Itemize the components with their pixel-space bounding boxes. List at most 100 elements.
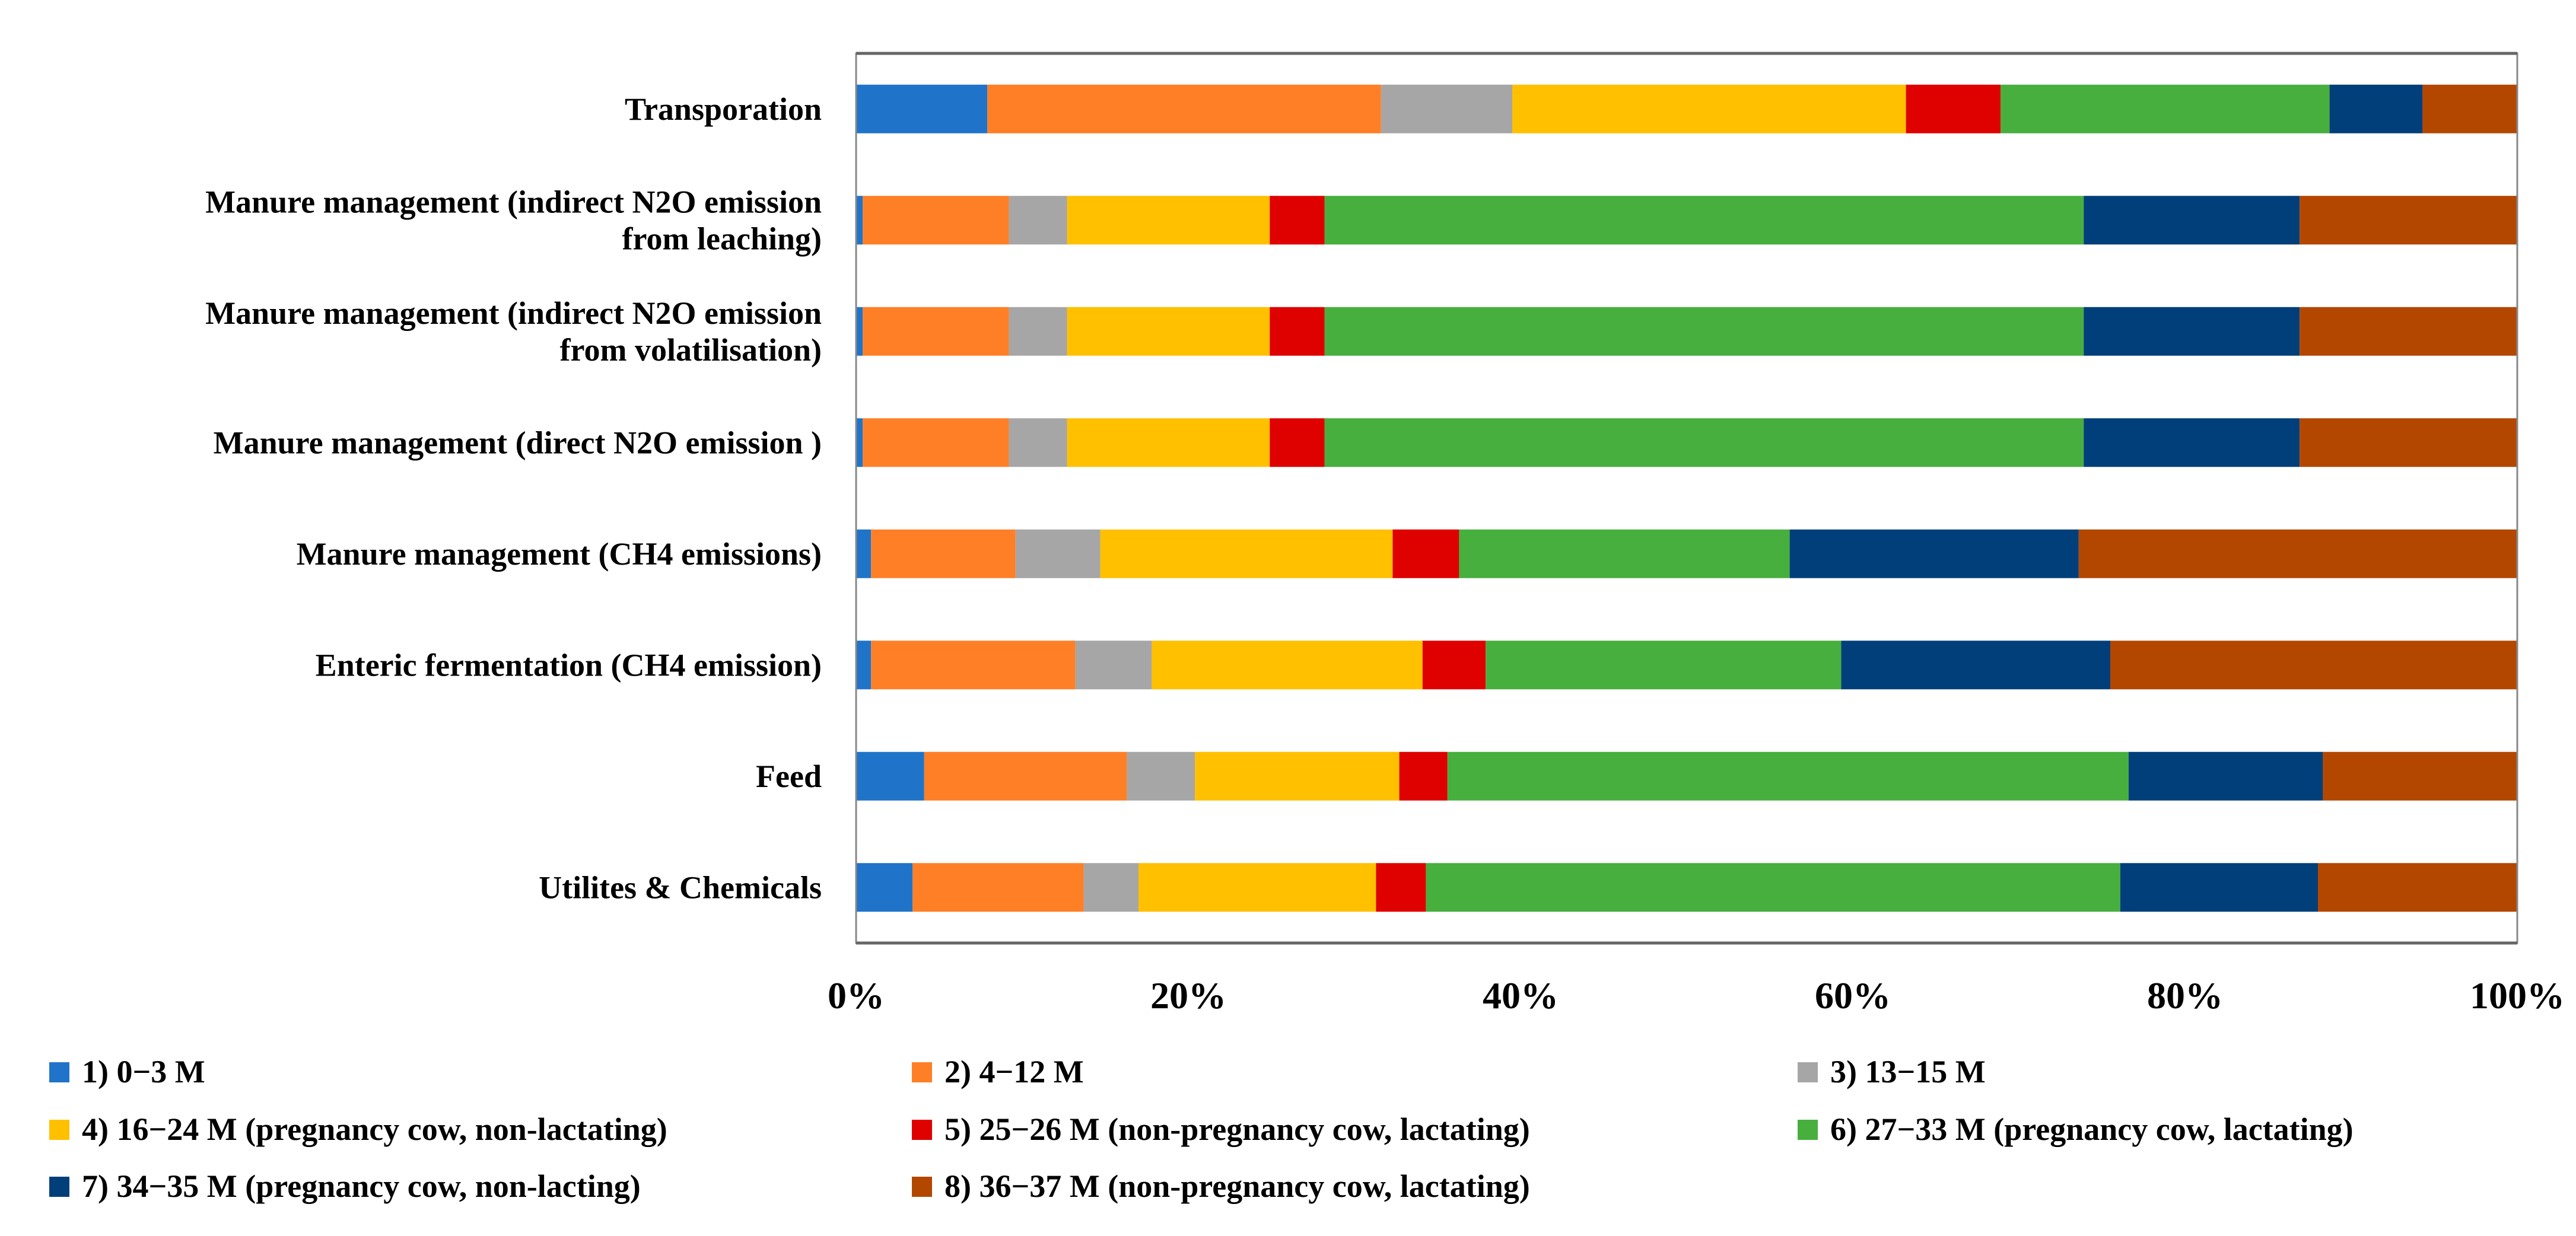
category-label: Enteric fermentation (CH4 emission) — [316, 647, 822, 683]
legend-swatch — [1798, 1120, 1818, 1140]
bar-segment — [2078, 529, 2517, 578]
bar-segment — [1009, 418, 1067, 467]
category-label: Manure management (CH4 emissions) — [297, 536, 822, 572]
bar-segment — [1422, 641, 1486, 690]
bar-segment — [856, 641, 872, 690]
bar-segment — [2128, 751, 2323, 801]
bar-segment — [1447, 751, 2129, 801]
bar-segment — [2001, 84, 2330, 133]
bar-segment — [912, 863, 1084, 912]
bar-segment — [856, 418, 863, 467]
bar-segment — [1399, 751, 1448, 801]
bar-segment — [2323, 751, 2517, 801]
legend-swatch — [1798, 1062, 1818, 1082]
bar-segment — [856, 863, 913, 912]
x-tick-label: 0% — [828, 974, 885, 1017]
plot-frame — [855, 52, 2518, 944]
bar-segment — [1075, 641, 1152, 690]
bar-segment — [1324, 418, 2084, 467]
bar-segment — [2300, 418, 2517, 467]
legend-item: 2) 4−12 M — [912, 1054, 1084, 1090]
x-axis-ticks: 0% 20% 40% 60% 80% 100% — [828, 974, 2565, 1017]
bar-segment — [856, 196, 863, 245]
bar-segment — [856, 751, 924, 801]
category-label: Manure management (indirect N2O emission — [205, 184, 822, 219]
bar-segment — [1100, 529, 1393, 578]
bar-segment — [1906, 84, 2001, 133]
legend-label: 4) 16−24 M (pregnancy cow, non-lactating… — [82, 1111, 667, 1147]
bar-segment — [1841, 641, 2110, 690]
legend-item: 6) 27−33 M (pregnancy cow, lactating) — [1798, 1111, 2354, 1147]
bar-segment — [871, 529, 1016, 578]
bar-segment — [856, 84, 988, 133]
category-label: Manure management (direct N2O emission ) — [214, 425, 822, 460]
bar-segment — [856, 529, 872, 578]
category-label: Manure management (indirect N2O emission — [205, 295, 822, 331]
legend-label: 7) 34−35 M (pregnancy cow, non-lacting) — [82, 1168, 641, 1204]
bar-segment — [1459, 529, 1790, 578]
bar-segment — [871, 641, 1076, 690]
legend-item: 4) 16−24 M (pregnancy cow, non-lactating… — [49, 1111, 667, 1147]
bar-segment — [2110, 641, 2517, 690]
bar-segment — [1324, 307, 2084, 356]
bar-segment — [1381, 84, 1512, 133]
bar-segment — [924, 751, 1127, 801]
legend-item: 8) 36−37 M (non-pregnancy cow, lactating… — [912, 1168, 1530, 1204]
legend-label: 6) 27−33 M (pregnancy cow, lactating) — [1830, 1111, 2354, 1147]
bar-segment — [1009, 307, 1067, 356]
bar-segment — [2120, 863, 2318, 912]
x-tick-label: 80% — [2147, 974, 2223, 1017]
bar-segment — [1067, 307, 1270, 356]
legend-item: 5) 25−26 M (non-pregnancy cow, lactating… — [912, 1111, 1530, 1147]
bar-segment — [1789, 529, 2079, 578]
bar-segment — [1152, 641, 1423, 690]
bar-segment — [1067, 196, 1270, 245]
bar-segment — [1083, 863, 1138, 912]
bar-segment — [863, 307, 1009, 356]
bar-segment — [1270, 418, 1325, 467]
legend-swatch — [912, 1177, 932, 1197]
category-label: Utilites & Chemicals — [539, 869, 822, 905]
bar-segment — [863, 196, 1009, 245]
bars-group — [856, 84, 2517, 912]
bar-segment — [1138, 863, 1376, 912]
category-label: from leaching) — [622, 221, 822, 256]
bar-segment — [863, 418, 1009, 467]
bar-segment — [1426, 863, 2120, 912]
bar-segment — [2300, 196, 2517, 245]
legend-label: 2) 4−12 M — [944, 1054, 1084, 1090]
legend-swatch — [49, 1062, 69, 1082]
legend-swatch — [912, 1120, 932, 1140]
legend-label: 1) 0−3 M — [82, 1054, 205, 1090]
legend-label: 8) 36−37 M (non-pregnancy cow, lactating… — [944, 1168, 1530, 1204]
bar-segment — [1270, 307, 1325, 356]
bar-segment — [1392, 529, 1459, 578]
x-tick-label: 100% — [2470, 974, 2565, 1017]
y-axis-labels: Transporation Manure management (indirect… — [205, 91, 822, 906]
bar-segment — [2422, 84, 2517, 133]
bar-segment — [987, 84, 1381, 133]
bar-segment — [1324, 196, 2084, 245]
bar-segment — [1376, 863, 1426, 912]
bar-segment — [2084, 307, 2300, 356]
legend-swatch — [912, 1062, 932, 1082]
x-tick-label: 20% — [1150, 974, 1226, 1017]
bar-segment — [2084, 196, 2300, 245]
bar-segment — [1127, 751, 1195, 801]
bar-segment — [1270, 196, 1325, 245]
legend: 1) 0−3 M 2) 4−12 M 3) 13−15 M 4) 16−24 M (p… — [49, 1054, 2354, 1204]
x-tick-label: 40% — [1483, 974, 1559, 1017]
bar-segment — [1067, 418, 1270, 467]
bar-segment — [2084, 418, 2300, 467]
legend-item: 1) 0−3 M — [49, 1054, 205, 1090]
category-label: from volatilisation) — [560, 332, 822, 368]
bar-segment — [1195, 751, 1400, 801]
bar-segment — [2329, 84, 2423, 133]
bar-segment — [1009, 196, 1067, 245]
legend-label: 3) 13−15 M — [1830, 1054, 1986, 1090]
bar-segment — [1486, 641, 1842, 690]
legend-swatch — [49, 1120, 69, 1140]
bar-segment — [1512, 84, 1906, 133]
legend-item: 7) 34−35 M (pregnancy cow, non-lacting) — [49, 1168, 641, 1204]
